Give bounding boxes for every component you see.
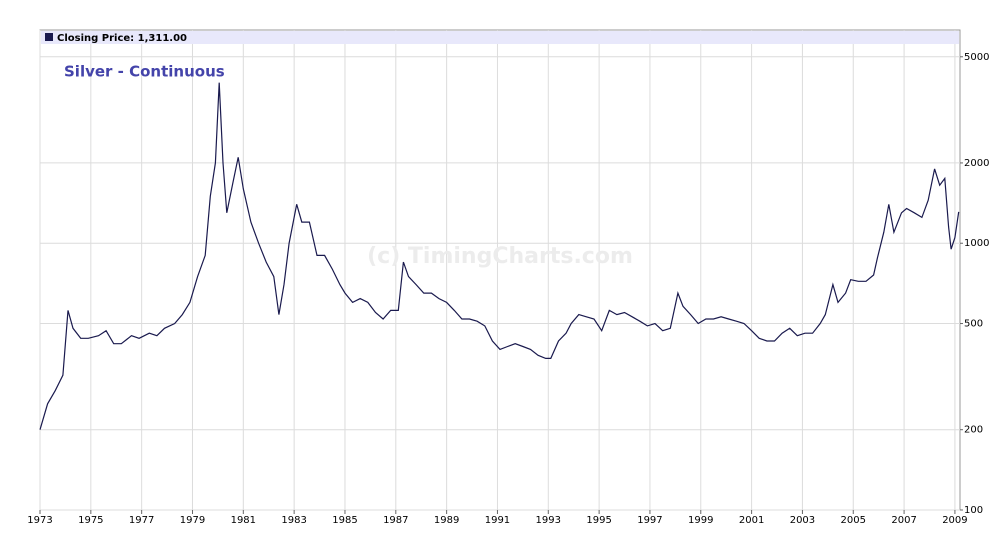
y-tick-label: 1000 — [964, 238, 989, 249]
x-tick-label: 1991 — [485, 515, 510, 526]
x-tick-label: 1993 — [536, 515, 561, 526]
y-tick-label: 200 — [964, 425, 983, 436]
price-line — [39, 82, 960, 430]
legend-label: Closing Price: 1,311.00 — [57, 33, 187, 44]
x-tick-label: 1999 — [688, 515, 713, 526]
legend-swatch — [45, 33, 53, 41]
x-tick-label: 2007 — [891, 515, 916, 526]
y-tick-label: 5000 — [964, 52, 989, 63]
watermark: (c) TimingCharts.com — [367, 244, 633, 269]
y-tick-label: 100 — [964, 505, 983, 516]
x-tick-label: 2009 — [942, 515, 967, 526]
x-tick-label: 1987 — [383, 515, 408, 526]
y-tick-label: 500 — [964, 319, 983, 330]
plot-frame — [39, 29, 961, 511]
x-tick-label: 1983 — [281, 515, 306, 526]
x-tick-label: 1995 — [586, 515, 611, 526]
x-tick-label: 2001 — [739, 515, 764, 526]
x-tick-label: 1981 — [231, 515, 256, 526]
x-tick-label: 1973 — [27, 515, 52, 526]
x-tick-label: 1979 — [180, 515, 205, 526]
x-tick-label: 1977 — [129, 515, 154, 526]
x-tick-label: 1985 — [332, 515, 357, 526]
x-tick-label: 2005 — [841, 515, 866, 526]
chart-title: Silver - Continuous — [64, 63, 225, 81]
x-tick-label: 2003 — [790, 515, 815, 526]
x-tick-label: 1989 — [434, 515, 459, 526]
y-tick-label: 2000 — [964, 158, 989, 169]
legend-band — [41, 31, 959, 44]
x-tick-label: 1997 — [637, 515, 662, 526]
x-tick-label: 1975 — [78, 515, 103, 526]
